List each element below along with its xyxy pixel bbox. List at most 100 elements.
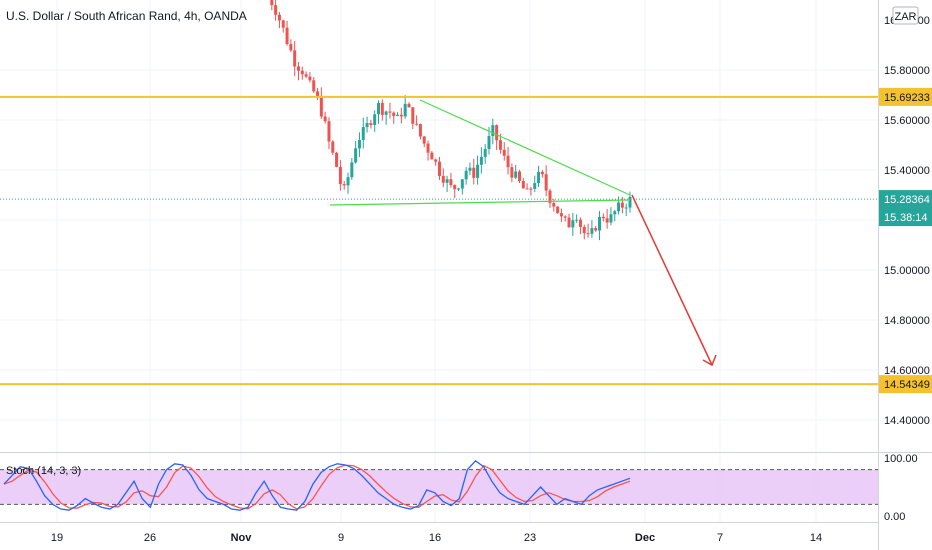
candle-body <box>296 66 300 71</box>
candle-body <box>327 121 331 142</box>
triangle-lower-trendline <box>329 199 631 206</box>
candle-body <box>594 228 598 231</box>
candle-body <box>460 179 464 189</box>
candle-body <box>418 124 422 137</box>
candle-body <box>415 123 419 125</box>
candle-body <box>601 216 605 219</box>
candle-body <box>293 50 297 67</box>
candle-body <box>437 161 441 176</box>
candle-body <box>338 166 342 185</box>
candle-body <box>388 111 392 113</box>
candle-body <box>533 183 537 189</box>
candle-body <box>346 177 350 186</box>
level-price-badge <box>879 87 932 106</box>
stoch-tick-label: 100.00 <box>884 453 918 465</box>
candle-body <box>445 179 449 183</box>
current-price-badge-label: 15.28364 <box>884 194 930 206</box>
candle-body <box>598 216 602 231</box>
level-price-badge-label: 15.69233 <box>884 92 930 104</box>
candle-body <box>369 123 373 126</box>
x-tick-label: 26 <box>144 532 156 544</box>
candle-body <box>289 44 293 51</box>
drawings-layer <box>0 95 878 386</box>
candle-body <box>300 70 304 75</box>
chart-title: U.S. Dollar / South African Rand, 4h, OA… <box>6 9 247 23</box>
price-pane[interactable] <box>0 0 878 452</box>
candle-body <box>361 127 365 140</box>
candle-body <box>544 174 548 191</box>
stoch-band-fill <box>0 469 878 505</box>
candle-body <box>380 102 384 115</box>
time-axis[interactable]: 19 26 Nov 9 16 23 Dec 7 14 <box>51 532 822 544</box>
candle-body <box>350 162 354 178</box>
candle-body <box>457 188 461 190</box>
candle-body <box>403 103 407 117</box>
candle-body <box>453 185 457 190</box>
stochastic-pane[interactable] <box>0 460 878 511</box>
candle-body <box>556 206 560 214</box>
x-tick-label: 23 <box>524 532 536 544</box>
candle-body <box>559 213 563 217</box>
candle-body <box>491 125 495 137</box>
candle-body <box>354 148 358 163</box>
countdown-label: 38:14 <box>900 212 928 224</box>
candle-body <box>304 74 308 77</box>
candle-body <box>525 188 529 190</box>
candle-body <box>521 180 525 189</box>
candle-body <box>498 140 502 150</box>
y-tick-label: 14.40000 <box>884 415 930 427</box>
candle-body <box>411 107 415 124</box>
candle-body <box>384 111 388 115</box>
candle-body <box>422 136 426 144</box>
candle-body <box>441 175 445 183</box>
candle-body <box>434 159 438 162</box>
currency-button[interactable]: ZAR <box>892 6 919 25</box>
candle-body <box>613 211 617 215</box>
candle-body <box>377 102 381 115</box>
candle-body <box>563 216 567 218</box>
candle-body <box>357 139 361 149</box>
level-price-badge <box>879 375 932 394</box>
candle-body <box>628 196 632 208</box>
candle-body <box>430 152 434 160</box>
stoch-label: Stoch (14, 3, 3) <box>6 465 81 477</box>
x-tick-label: 16 <box>429 532 441 544</box>
candle-body <box>316 91 320 97</box>
candle-body <box>464 170 468 180</box>
candle-body <box>281 20 285 28</box>
candle-body <box>529 188 533 190</box>
stoch-d-line <box>3 464 631 510</box>
y-tick-label: 15.80000 <box>884 65 930 77</box>
candle-body <box>426 143 430 153</box>
triangle-upper-trendline <box>419 99 631 196</box>
candle-body <box>552 203 556 207</box>
currency-button-label: ZAR <box>895 11 917 23</box>
candle-body <box>479 156 483 165</box>
projection-arrow-shaft <box>631 194 713 366</box>
candle-body <box>590 228 594 234</box>
candle-body <box>468 167 472 171</box>
candle-body <box>483 149 487 157</box>
candle-body <box>624 207 628 209</box>
candle-body <box>319 96 323 117</box>
candle-body <box>399 114 403 117</box>
candle-body <box>407 103 411 108</box>
candle-body <box>495 125 499 141</box>
candle-body <box>502 149 506 156</box>
x-tick-label: 7 <box>717 532 723 544</box>
candle-body <box>540 171 544 175</box>
candle-body <box>472 167 476 178</box>
candle-body <box>514 171 518 178</box>
candle-body <box>335 152 339 167</box>
candle-body <box>567 217 571 228</box>
stoch-k-line <box>3 460 631 511</box>
y-tick-label: 15.40000 <box>884 165 930 177</box>
candle-body <box>331 141 335 153</box>
x-tick-label: 9 <box>338 532 344 544</box>
candle-body <box>582 226 586 234</box>
x-tick-label: 19 <box>51 532 63 544</box>
candle-body <box>277 14 281 21</box>
candle-body <box>312 80 316 92</box>
